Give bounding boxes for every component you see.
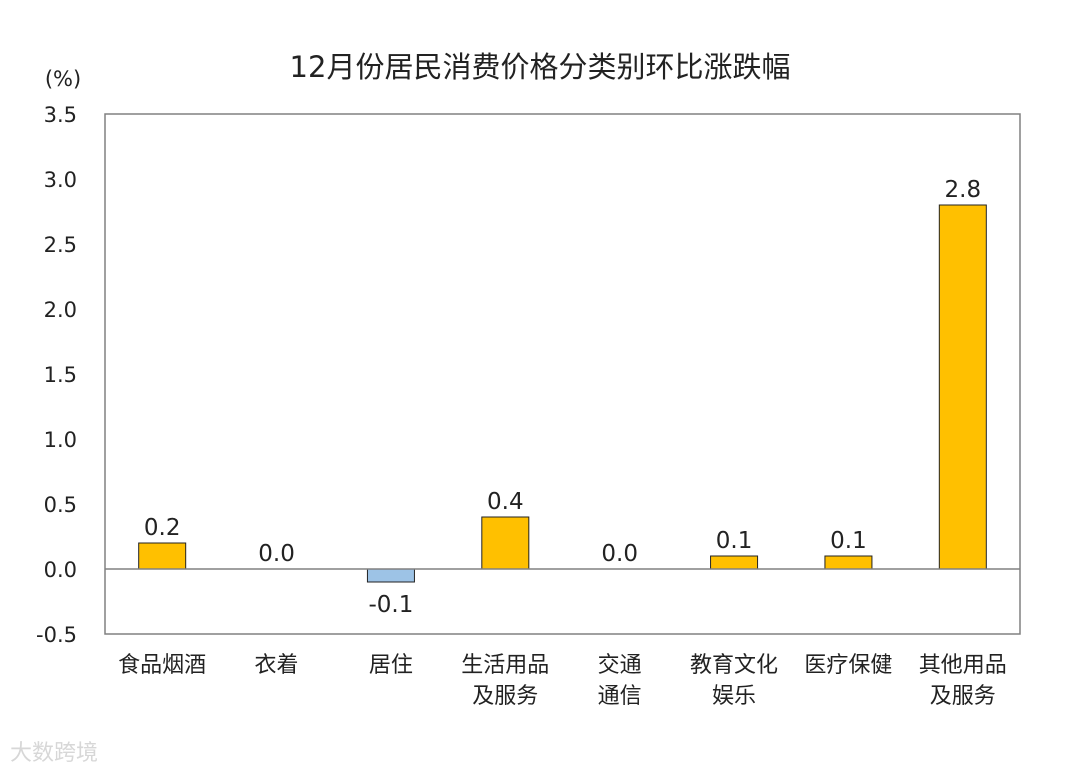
y-tick-label: 1.0 [44,428,77,452]
bar [481,516,530,570]
y-tick-label: 2.5 [44,233,77,257]
y-tick-label: 0.0 [44,558,77,582]
x-tick-label: 娱乐 [712,684,756,709]
data-label: 0.2 [144,515,181,541]
bar [366,568,415,583]
data-label: 0.0 [258,541,295,567]
chart-title: 12月份居民消费价格分类别环比涨跌幅 [289,50,791,84]
x-tick-label: 及服务 [472,684,538,709]
bar [824,555,873,570]
y-tick-label: 2.0 [44,298,77,322]
x-tick-label: 通信 [598,684,642,709]
watermark: 大数跨境 [10,741,99,766]
plot-area: 3.5 3.0 2.5 2.0 1.5 1.0 0.5 0.0 -0.5 (%) 0.2 食品烟酒 0.… [36,67,1021,709]
data-label: 0.4 [487,489,524,515]
x-tick-label: 其他用品 [919,653,1007,678]
x-tick-label: 居住 [369,653,413,678]
data-label: 0.1 [830,528,867,554]
data-label: 0.0 [601,541,638,567]
y-tick-label: -0.5 [36,623,77,647]
data-label: 0.1 [716,528,753,554]
x-tick-label: 食品烟酒 [118,653,206,678]
y-tick-label: 1.5 [44,363,77,387]
y-tick-label: 0.5 [44,493,77,517]
x-tick-label: 交通 [598,653,642,678]
x-tick-label: 及服务 [930,684,996,709]
data-label: -0.1 [368,592,413,618]
data-label: 2.8 [945,177,982,203]
x-tick-label: 教育文化 [690,653,778,678]
bar [710,555,759,570]
plot-frame [104,113,1021,635]
x-tick-label: 生活用品 [461,653,549,678]
x-tick-label: 医疗保健 [804,653,892,678]
y-axis-unit: (%) [45,67,81,91]
x-tick-label: 衣着 [255,653,299,678]
bar [138,542,187,570]
bar [938,204,987,570]
y-tick-label: 3.0 [44,168,77,192]
y-tick-label: 3.5 [44,103,77,127]
